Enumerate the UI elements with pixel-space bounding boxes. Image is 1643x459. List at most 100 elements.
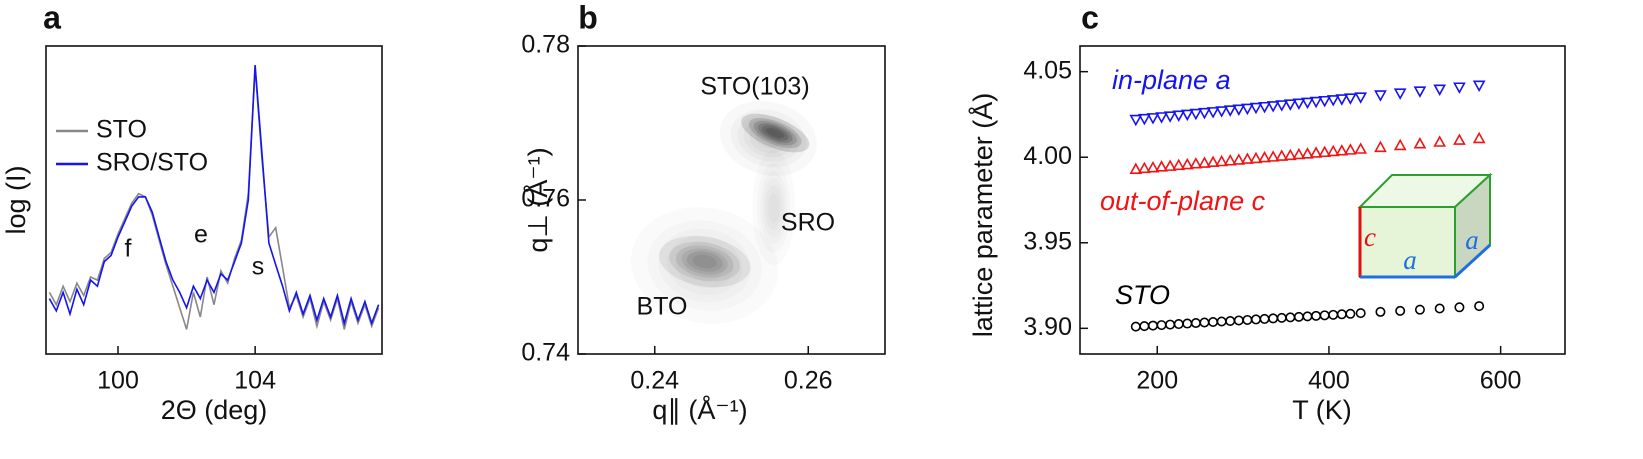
- marker: [1292, 147, 1306, 160]
- marker: [1374, 140, 1387, 153]
- marker: [1472, 131, 1486, 144]
- marker: [1232, 153, 1246, 165]
- cube-inset: caa: [1357, 172, 1493, 280]
- line-series: [48, 65, 380, 327]
- marker: [1433, 84, 1447, 96]
- marker: [1139, 321, 1150, 332]
- x-axis-label: q∥ (Å⁻¹): [652, 394, 747, 425]
- x-tick-label: 100: [97, 367, 139, 395]
- marker: [1335, 94, 1349, 106]
- plot-area: [1129, 80, 1486, 332]
- marker: [1318, 145, 1332, 158]
- marker: [1129, 162, 1143, 174]
- marker: [1259, 313, 1270, 324]
- legend-label: SRO/STO: [96, 149, 208, 177]
- marker: [1374, 90, 1387, 102]
- marker: [1309, 96, 1323, 109]
- marker: [1309, 146, 1323, 158]
- marker: [1345, 308, 1356, 319]
- marker: [1147, 320, 1158, 331]
- marker: [1275, 100, 1289, 112]
- panel-letter: a: [43, 0, 61, 35]
- marker: [1250, 314, 1261, 325]
- plot-area: [48, 65, 380, 330]
- annotation: SRO: [781, 209, 835, 237]
- marker: [1395, 305, 1406, 316]
- marker: [1242, 314, 1253, 325]
- edge-a2: [1453, 243, 1492, 279]
- marker: [1326, 144, 1340, 157]
- panel: b q∥ (Å⁻¹) q⊥ (Å⁻¹) 0.24 0.26 0.74 0.76 0.78 STO…: [521, 0, 886, 425]
- contour-level: [748, 117, 802, 149]
- marker: [1241, 103, 1254, 116]
- marker: [1206, 107, 1220, 119]
- axes-frame: [45, 45, 383, 355]
- y-tick-label: 0.76: [521, 185, 570, 213]
- inset-label: c: [1364, 222, 1376, 252]
- marker: [1344, 93, 1357, 105]
- axes-frame: [1079, 45, 1566, 355]
- y-axis-label: lattice parameter (Å): [967, 93, 998, 338]
- y-tick-label: 3.90: [1023, 313, 1072, 341]
- marker: [1206, 155, 1220, 167]
- contour-level: [659, 235, 751, 288]
- marks: [659, 113, 810, 288]
- marker: [1129, 114, 1143, 127]
- contour-level: [757, 123, 793, 143]
- contour-level: [692, 254, 717, 269]
- marker: [1414, 304, 1425, 315]
- marker: [1285, 312, 1296, 323]
- marker: [1173, 319, 1184, 330]
- marker: [1146, 113, 1160, 125]
- marker: [1233, 315, 1244, 326]
- annotation: BTO: [637, 293, 688, 321]
- y-tick-label: 4.00: [1023, 142, 1072, 170]
- x-axis-label: T (K): [1292, 395, 1352, 425]
- marker: [1301, 147, 1314, 159]
- x-tick-label: 104: [234, 367, 276, 395]
- marker: [1283, 148, 1297, 161]
- x-tick-label: 0.26: [784, 367, 833, 395]
- annotation: e: [194, 221, 208, 249]
- marker: [1138, 161, 1151, 174]
- panel-letter: c: [1081, 0, 1099, 35]
- marker: [1223, 153, 1237, 166]
- marker: [1190, 318, 1201, 329]
- line-series: [48, 67, 380, 330]
- contour-level: [669, 241, 741, 282]
- marker: [1258, 150, 1271, 163]
- marker: [1472, 80, 1486, 93]
- x-tick-label: 200: [1136, 367, 1178, 395]
- y-tick-label: 4.05: [1023, 56, 1072, 84]
- x-axis-label: 2Θ (deg): [161, 395, 268, 425]
- marker: [1283, 99, 1297, 111]
- marker: [1326, 95, 1340, 107]
- marker: [1319, 310, 1330, 321]
- marker: [1208, 317, 1219, 328]
- contour-level: [768, 192, 779, 223]
- marker: [1163, 159, 1177, 171]
- marker: [1138, 113, 1151, 126]
- annotation: s: [252, 253, 265, 281]
- contour-level: [686, 251, 723, 272]
- contour-level: [766, 127, 785, 139]
- marker: [1155, 160, 1168, 172]
- marker: [1172, 110, 1186, 122]
- marker: [1223, 105, 1237, 117]
- marker: [1146, 161, 1160, 173]
- marker: [1165, 319, 1176, 330]
- contour-level: [753, 120, 797, 146]
- x-tick-label: 400: [1308, 367, 1350, 395]
- marker: [1433, 135, 1447, 147]
- marker: [1130, 321, 1141, 332]
- marker: [1318, 95, 1332, 108]
- marker: [1328, 309, 1339, 320]
- marker: [1180, 157, 1194, 170]
- legend-label: STO: [96, 116, 147, 144]
- marker: [1453, 82, 1466, 94]
- marker: [1355, 308, 1366, 319]
- marker: [1413, 86, 1427, 98]
- marker: [1344, 143, 1357, 155]
- marker: [1198, 156, 1211, 168]
